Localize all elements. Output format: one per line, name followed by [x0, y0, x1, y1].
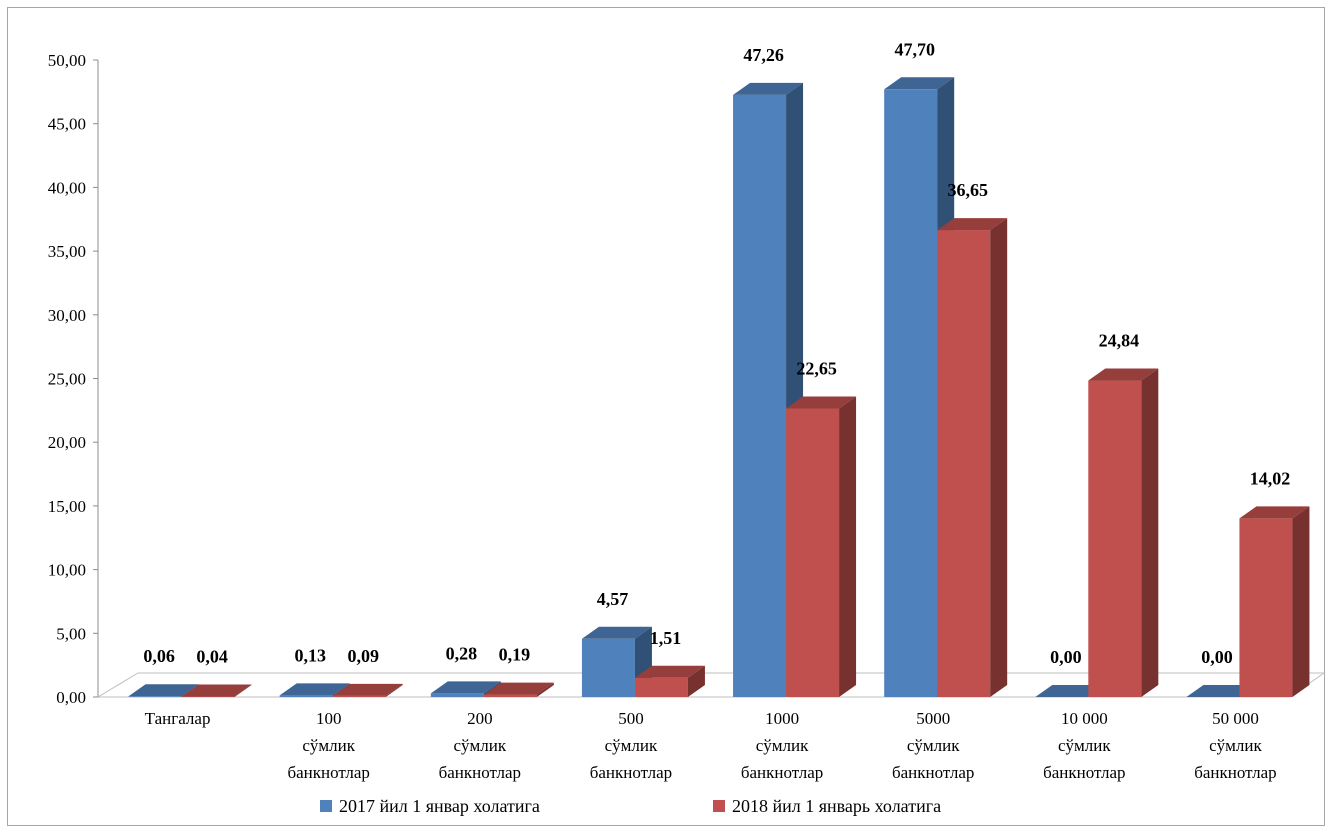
data-label: 36,65: [947, 180, 988, 200]
legend-label: 2018 йил 1 январь холатига: [732, 796, 941, 816]
data-label: 14,02: [1250, 468, 1291, 488]
bar-front: [634, 677, 688, 697]
bar-top: [1186, 685, 1257, 697]
category-label: банкнотлар: [741, 763, 823, 782]
category-label: сўмлик: [907, 736, 960, 755]
bar-front: [181, 696, 235, 697]
bar-front: [786, 408, 840, 697]
bar-top: [181, 684, 252, 697]
category-label: банкнотлар: [439, 763, 521, 782]
bar-top: [937, 218, 1008, 231]
bar-side: [990, 218, 1008, 698]
bar-top: [1035, 685, 1106, 697]
y-tick-label: 15,00: [48, 497, 86, 516]
bar-top: [786, 396, 857, 409]
y-tick-label: 20,00: [48, 433, 86, 452]
bar-side: [839, 396, 857, 697]
category-label: 500: [618, 709, 644, 728]
data-label: 24,84: [1099, 331, 1140, 351]
category-label: сўмлик: [1209, 736, 1262, 755]
bar-front: [483, 694, 537, 697]
bar-side: [1141, 368, 1159, 697]
category-label: 10 000: [1061, 709, 1108, 728]
data-label: 1,51: [650, 628, 682, 648]
bar-front: [937, 230, 991, 698]
bar-top: [332, 683, 403, 696]
category-label: 100: [316, 709, 342, 728]
y-tick-label: 45,00: [48, 115, 86, 134]
data-label: 22,65: [796, 358, 837, 378]
category-label: сўмлик: [1058, 736, 1111, 755]
data-label: 0,28: [446, 643, 478, 663]
y-tick-label: 50,00: [48, 51, 86, 70]
legend-label: 2017 йил 1 январ холатига: [339, 796, 540, 816]
bar-front: [884, 89, 938, 697]
bar-front: [332, 695, 386, 697]
bar-side: [687, 665, 705, 697]
category-label: банкнотлар: [1194, 763, 1276, 782]
bar-top: [279, 683, 350, 696]
data-label: 0,19: [499, 645, 531, 665]
data-label: 0,09: [347, 646, 379, 666]
chart-frame: [7, 7, 1325, 826]
data-label: 0,00: [1050, 647, 1082, 667]
bar-front: [1088, 380, 1142, 697]
bar-top: [1239, 506, 1310, 519]
legend-swatch: [320, 800, 332, 812]
bar-top: [483, 682, 554, 695]
y-tick-label: 35,00: [48, 242, 86, 261]
category-label: 5000: [916, 709, 950, 728]
bar-side: [536, 682, 554, 697]
category-label: банкнотлар: [590, 763, 672, 782]
bar-side: [385, 683, 403, 697]
legend-swatch: [713, 800, 725, 812]
bar-front: [1239, 518, 1293, 697]
bar-top: [884, 77, 955, 90]
bar-top: [581, 626, 652, 639]
category-label: Тангалар: [145, 709, 211, 728]
data-label: 0,00: [1201, 647, 1233, 667]
bar-front: [733, 94, 787, 698]
bar-front: [430, 693, 484, 697]
category-label: 50 000: [1212, 709, 1259, 728]
category-label: 200: [467, 709, 493, 728]
category-label: сўмлик: [605, 736, 658, 755]
bar-top: [634, 665, 705, 678]
category-label: сўмлик: [453, 736, 506, 755]
bar-side: [234, 684, 252, 697]
bar-top: [733, 82, 804, 95]
data-label: 47,70: [894, 39, 935, 59]
bar-front: [581, 638, 635, 697]
bar-top: [430, 681, 501, 694]
data-label: 47,26: [743, 45, 784, 65]
bar-front: [279, 695, 333, 697]
category-label: банкнотлар: [287, 763, 369, 782]
category-label: 1000: [765, 709, 799, 728]
y-tick-label: 10,00: [48, 561, 86, 580]
y-tick-label: 25,00: [48, 370, 86, 389]
category-label: сўмлик: [302, 736, 355, 755]
y-tick-label: 40,00: [48, 178, 86, 197]
data-label: 0,13: [294, 645, 326, 665]
category-label: сўмлик: [756, 736, 809, 755]
data-label: 0,04: [196, 646, 228, 666]
data-label: 0,06: [143, 646, 175, 666]
category-label: банкнотлар: [892, 763, 974, 782]
bar-front: [128, 696, 182, 697]
bar-side: [1292, 506, 1310, 697]
category-label: банкнотлар: [1043, 763, 1125, 782]
bar-top: [1088, 368, 1159, 381]
y-tick-label: 30,00: [48, 306, 86, 325]
data-label: 4,57: [597, 589, 629, 609]
bar-top: [128, 684, 199, 697]
y-tick-label: 5,00: [56, 624, 86, 643]
y-tick-label: 0,00: [56, 688, 86, 707]
